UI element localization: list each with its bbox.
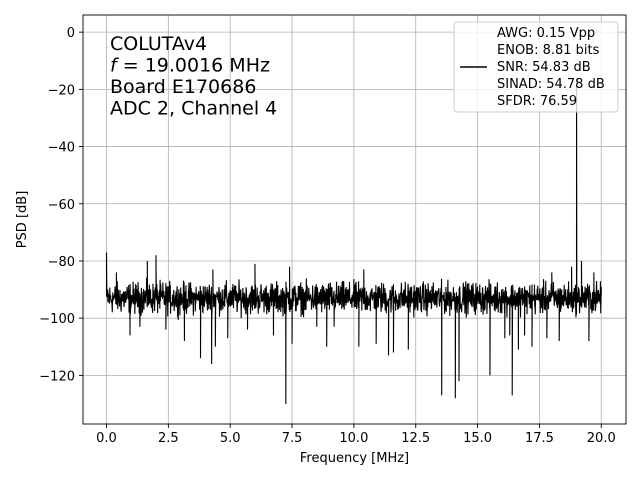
annotation-line: f = 19.0016 MHz	[110, 55, 270, 77]
x-tick-label: 10.0	[339, 431, 368, 446]
y-axis: 0 −20 −40 −60 −80 −100 −120	[39, 26, 83, 384]
y-tick-label: −120	[39, 369, 75, 384]
legend-box	[453, 21, 619, 113]
x-tick-label: 2.5	[158, 431, 179, 446]
legend-entry: AWG: 0.15 Vpp	[497, 26, 595, 41]
x-tick-label: 17.5	[525, 431, 554, 446]
x-tick-label: 20.0	[587, 431, 616, 446]
legend-entry: ENOB: 8.81 bits	[497, 43, 600, 58]
y-tick-label: −40	[48, 141, 75, 156]
legend-entry: SNR: 54.83 dB	[497, 60, 591, 75]
x-axis: 0.0 2.5 5.0 7.5 10.0 12.5 15.0 17.5 20.0	[96, 424, 616, 446]
legend: AWG: 0.15 Vpp ENOB: 8.81 bits SNR: 54.83 d…	[453, 21, 619, 113]
x-tick-label: 7.5	[282, 431, 303, 446]
annotation-text: ADC 2, Channel 4	[110, 98, 277, 120]
x-tick-label: 0.0	[96, 431, 117, 446]
y-tick-label: −100	[39, 312, 75, 327]
y-tick-label: −80	[48, 255, 75, 270]
legend-entry: SFDR: 76.59	[497, 94, 577, 109]
annotation-text: COLUTAv4	[110, 33, 207, 55]
legend-entry: SINAD: 54.78 dB	[497, 77, 605, 92]
x-tick-label: 12.5	[401, 431, 430, 446]
psd-series-line	[105, 77, 602, 404]
x-axis-label: Frequency [MHz]	[300, 451, 409, 466]
x-tick-label: 15.0	[463, 431, 492, 446]
annotation-line: ADC 2, Channel 4	[110, 98, 277, 120]
plot-area	[82, 14, 627, 425]
annotation-text: = 19.0016 MHz	[117, 55, 270, 77]
x-tick-label: 5.0	[220, 431, 241, 446]
annotation-line: Board E170686	[110, 76, 256, 98]
y-tick-label: −20	[48, 83, 75, 98]
plot-frame	[82, 14, 627, 425]
y-tick-label: 0	[67, 26, 75, 41]
series-layer	[105, 77, 602, 404]
y-tick-label: −60	[48, 198, 75, 213]
annotation-text: Board E170686	[110, 76, 256, 98]
annotation-text: f	[110, 55, 120, 77]
annotation-line: COLUTAv4	[110, 33, 207, 55]
y-axis-label: PSD [dB]	[15, 191, 30, 249]
